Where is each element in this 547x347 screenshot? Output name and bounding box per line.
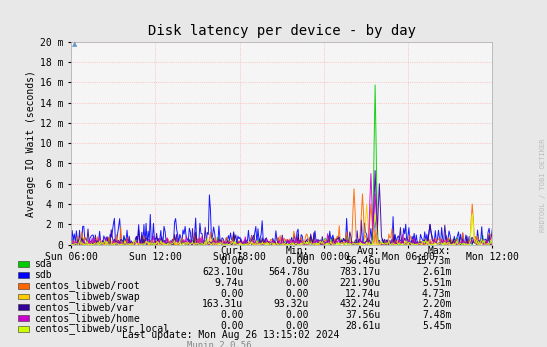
Text: Munin 2.0.56: Munin 2.0.56 xyxy=(187,341,251,347)
Text: 432.24u: 432.24u xyxy=(339,299,380,310)
Text: sdb: sdb xyxy=(34,270,51,280)
Text: centos_libweb/home: centos_libweb/home xyxy=(34,313,139,324)
Text: 0.00: 0.00 xyxy=(286,321,309,331)
Text: sda: sda xyxy=(34,260,51,269)
Text: ▲: ▲ xyxy=(72,42,77,48)
Text: 783.17u: 783.17u xyxy=(339,267,380,277)
Text: 28.61u: 28.61u xyxy=(345,321,380,331)
Text: 0.00: 0.00 xyxy=(220,310,243,320)
Text: Cur:: Cur: xyxy=(220,246,243,256)
Text: 12.74u: 12.74u xyxy=(345,289,380,299)
Text: centos_libweb/swap: centos_libweb/swap xyxy=(34,291,139,302)
Text: 56.46u: 56.46u xyxy=(345,256,380,266)
Text: RRDTOOL / TOBI OETIKER: RRDTOOL / TOBI OETIKER xyxy=(540,139,546,232)
Text: Min:: Min: xyxy=(286,246,309,256)
Text: 9.74u: 9.74u xyxy=(214,278,243,288)
Text: 623.10u: 623.10u xyxy=(202,267,243,277)
Text: 163.31u: 163.31u xyxy=(202,299,243,310)
Text: 4.73m: 4.73m xyxy=(422,289,451,299)
Text: 15.73m: 15.73m xyxy=(416,256,451,266)
Text: Last update: Mon Aug 26 13:15:02 2024: Last update: Mon Aug 26 13:15:02 2024 xyxy=(122,330,339,340)
Text: 0.00: 0.00 xyxy=(286,310,309,320)
Text: centos_libweb/usr_local: centos_libweb/usr_local xyxy=(34,323,169,335)
Text: 0.00: 0.00 xyxy=(286,278,309,288)
Text: 0.00: 0.00 xyxy=(220,256,243,266)
Text: Max:: Max: xyxy=(428,246,451,256)
Text: 2.20m: 2.20m xyxy=(422,299,451,310)
Text: 0.00: 0.00 xyxy=(220,289,243,299)
Text: centos_libweb/var: centos_libweb/var xyxy=(34,302,134,313)
Text: 221.90u: 221.90u xyxy=(339,278,380,288)
Text: Avg:: Avg: xyxy=(357,246,380,256)
Title: Disk latency per device - by day: Disk latency per device - by day xyxy=(148,24,416,38)
Text: 0.00: 0.00 xyxy=(286,256,309,266)
Text: 7.48m: 7.48m xyxy=(422,310,451,320)
Text: centos_libweb/root: centos_libweb/root xyxy=(34,280,139,291)
Text: 5.45m: 5.45m xyxy=(422,321,451,331)
Text: 564.78u: 564.78u xyxy=(268,267,309,277)
Text: 0.00: 0.00 xyxy=(286,289,309,299)
Text: 5.51m: 5.51m xyxy=(422,278,451,288)
Text: 37.56u: 37.56u xyxy=(345,310,380,320)
Text: 2.61m: 2.61m xyxy=(422,267,451,277)
Y-axis label: Average IO Wait (seconds): Average IO Wait (seconds) xyxy=(26,70,36,217)
Text: 0.00: 0.00 xyxy=(220,321,243,331)
Text: 93.32u: 93.32u xyxy=(274,299,309,310)
